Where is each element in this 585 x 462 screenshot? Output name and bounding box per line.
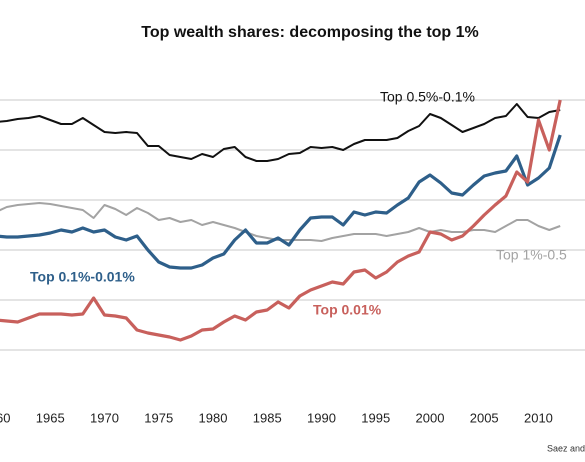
x-tick-label: 1960 [0,410,10,425]
series-label: Top 1%-0.5 [496,247,567,263]
series-line [0,99,562,342]
x-tick-label: 1965 [36,410,65,425]
series-label: Top 0.1%-0.01% [30,269,135,285]
series-label: Top 0.01% [313,302,382,318]
x-tick-label: 1980 [199,410,228,425]
series-line [0,103,561,162]
x-tick-label: 1995 [361,410,390,425]
x-tick-label: 2010 [524,410,553,425]
x-tick-label: 1990 [307,410,336,425]
series-label: Top 0.5%-0.1% [380,89,475,105]
x-tick-label: 1975 [144,410,173,425]
x-tick-label: 2005 [470,410,499,425]
x-tick-label: 1970 [90,410,119,425]
chart-title: Top wealth shares: decomposing the top 1… [141,24,479,41]
series-line [0,134,562,270]
source: Saez and [547,443,585,453]
x-tick-label: 2000 [416,410,445,425]
x-tick-label: 1985 [253,410,282,425]
